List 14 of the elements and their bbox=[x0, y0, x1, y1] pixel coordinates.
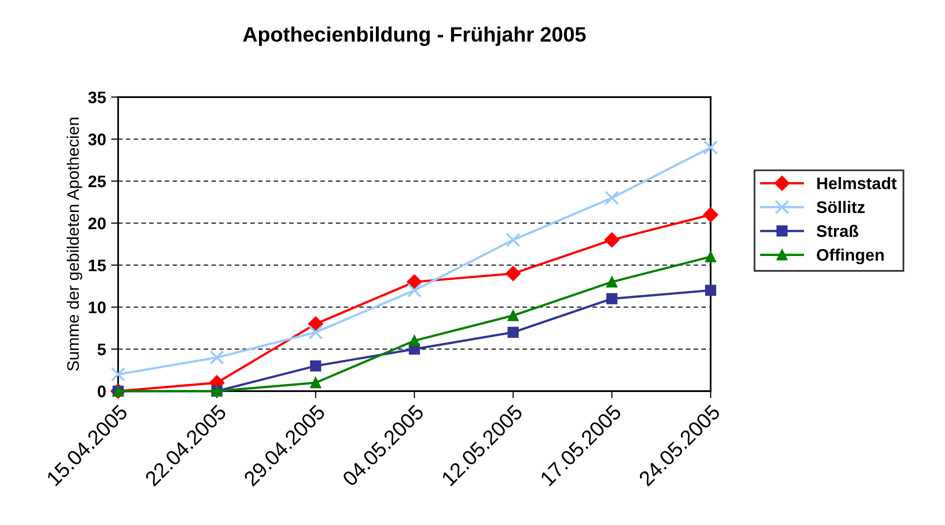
legend-label: Offingen bbox=[816, 248, 884, 264]
y-tick-label: 0 bbox=[98, 386, 106, 398]
y-tick-label: 35 bbox=[88, 92, 106, 104]
y-tick-label: 20 bbox=[88, 218, 106, 230]
legend-label: Söllitz bbox=[816, 200, 865, 214]
y-tick-label: 10 bbox=[88, 302, 106, 314]
legend-label: Helmstadt bbox=[817, 176, 897, 190]
y-tick-label: 15 bbox=[88, 260, 106, 272]
y-tick-label: 5 bbox=[98, 344, 106, 356]
y-tick-label: 25 bbox=[88, 176, 106, 188]
chart-title: Apothecienbildung - Frühjahr 2005 bbox=[243, 26, 586, 46]
y-tick-label: 30 bbox=[88, 134, 106, 146]
y-axis-title: Summe der gebildeten Apothecien bbox=[66, 118, 82, 371]
legend-label: Straß bbox=[816, 224, 858, 237]
